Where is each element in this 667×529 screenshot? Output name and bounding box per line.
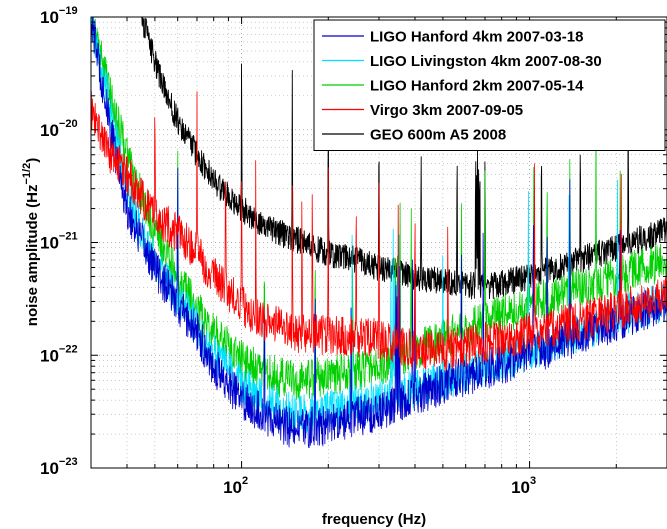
y-tick-label: 10−23 xyxy=(40,456,78,478)
legend-entry-label: GEO 600m A5 2008 xyxy=(370,127,506,144)
series-line-4 xyxy=(141,17,667,300)
legend-box xyxy=(313,19,666,151)
legend-entry-label: LIGO Hanford 4km 2007-03-18 xyxy=(370,29,583,46)
x-tick-labels: 102 103 xyxy=(223,475,536,497)
series-group xyxy=(91,17,667,449)
legend: LIGO Hanford 4km 2007-03-18 LIGO Livingst… xyxy=(313,19,666,151)
legend-entry-label: LIGO Livingston 4km 2007-08-30 xyxy=(370,53,602,70)
series-line-3 xyxy=(91,91,667,371)
x-tick-label: 102 xyxy=(223,475,248,497)
legend-entry-label: Virgo 3km 2007-09-05 xyxy=(370,102,523,119)
y-tick-label: 10−19 xyxy=(40,5,78,27)
series-line-0 xyxy=(91,17,667,449)
y-axis-label: noise amplitude (Hz−1/2) xyxy=(21,158,41,326)
legend-entry-label: LIGO Hanford 2km 2007-05-14 xyxy=(370,78,584,95)
x-tick-label: 103 xyxy=(511,475,536,497)
y-axis-label-exponent: −1/2 xyxy=(21,163,33,185)
x-axis-label: frequency (Hz) xyxy=(322,511,426,528)
y-tick-label: 10−22 xyxy=(40,343,78,365)
y-tick-labels: 10−19 10−20 10−21 10−22 10−23 xyxy=(40,5,78,478)
y-tick-label: 10−20 xyxy=(40,118,78,140)
y-axis-label-close: ) xyxy=(24,158,41,163)
y-tick-label: 10−21 xyxy=(40,231,78,253)
